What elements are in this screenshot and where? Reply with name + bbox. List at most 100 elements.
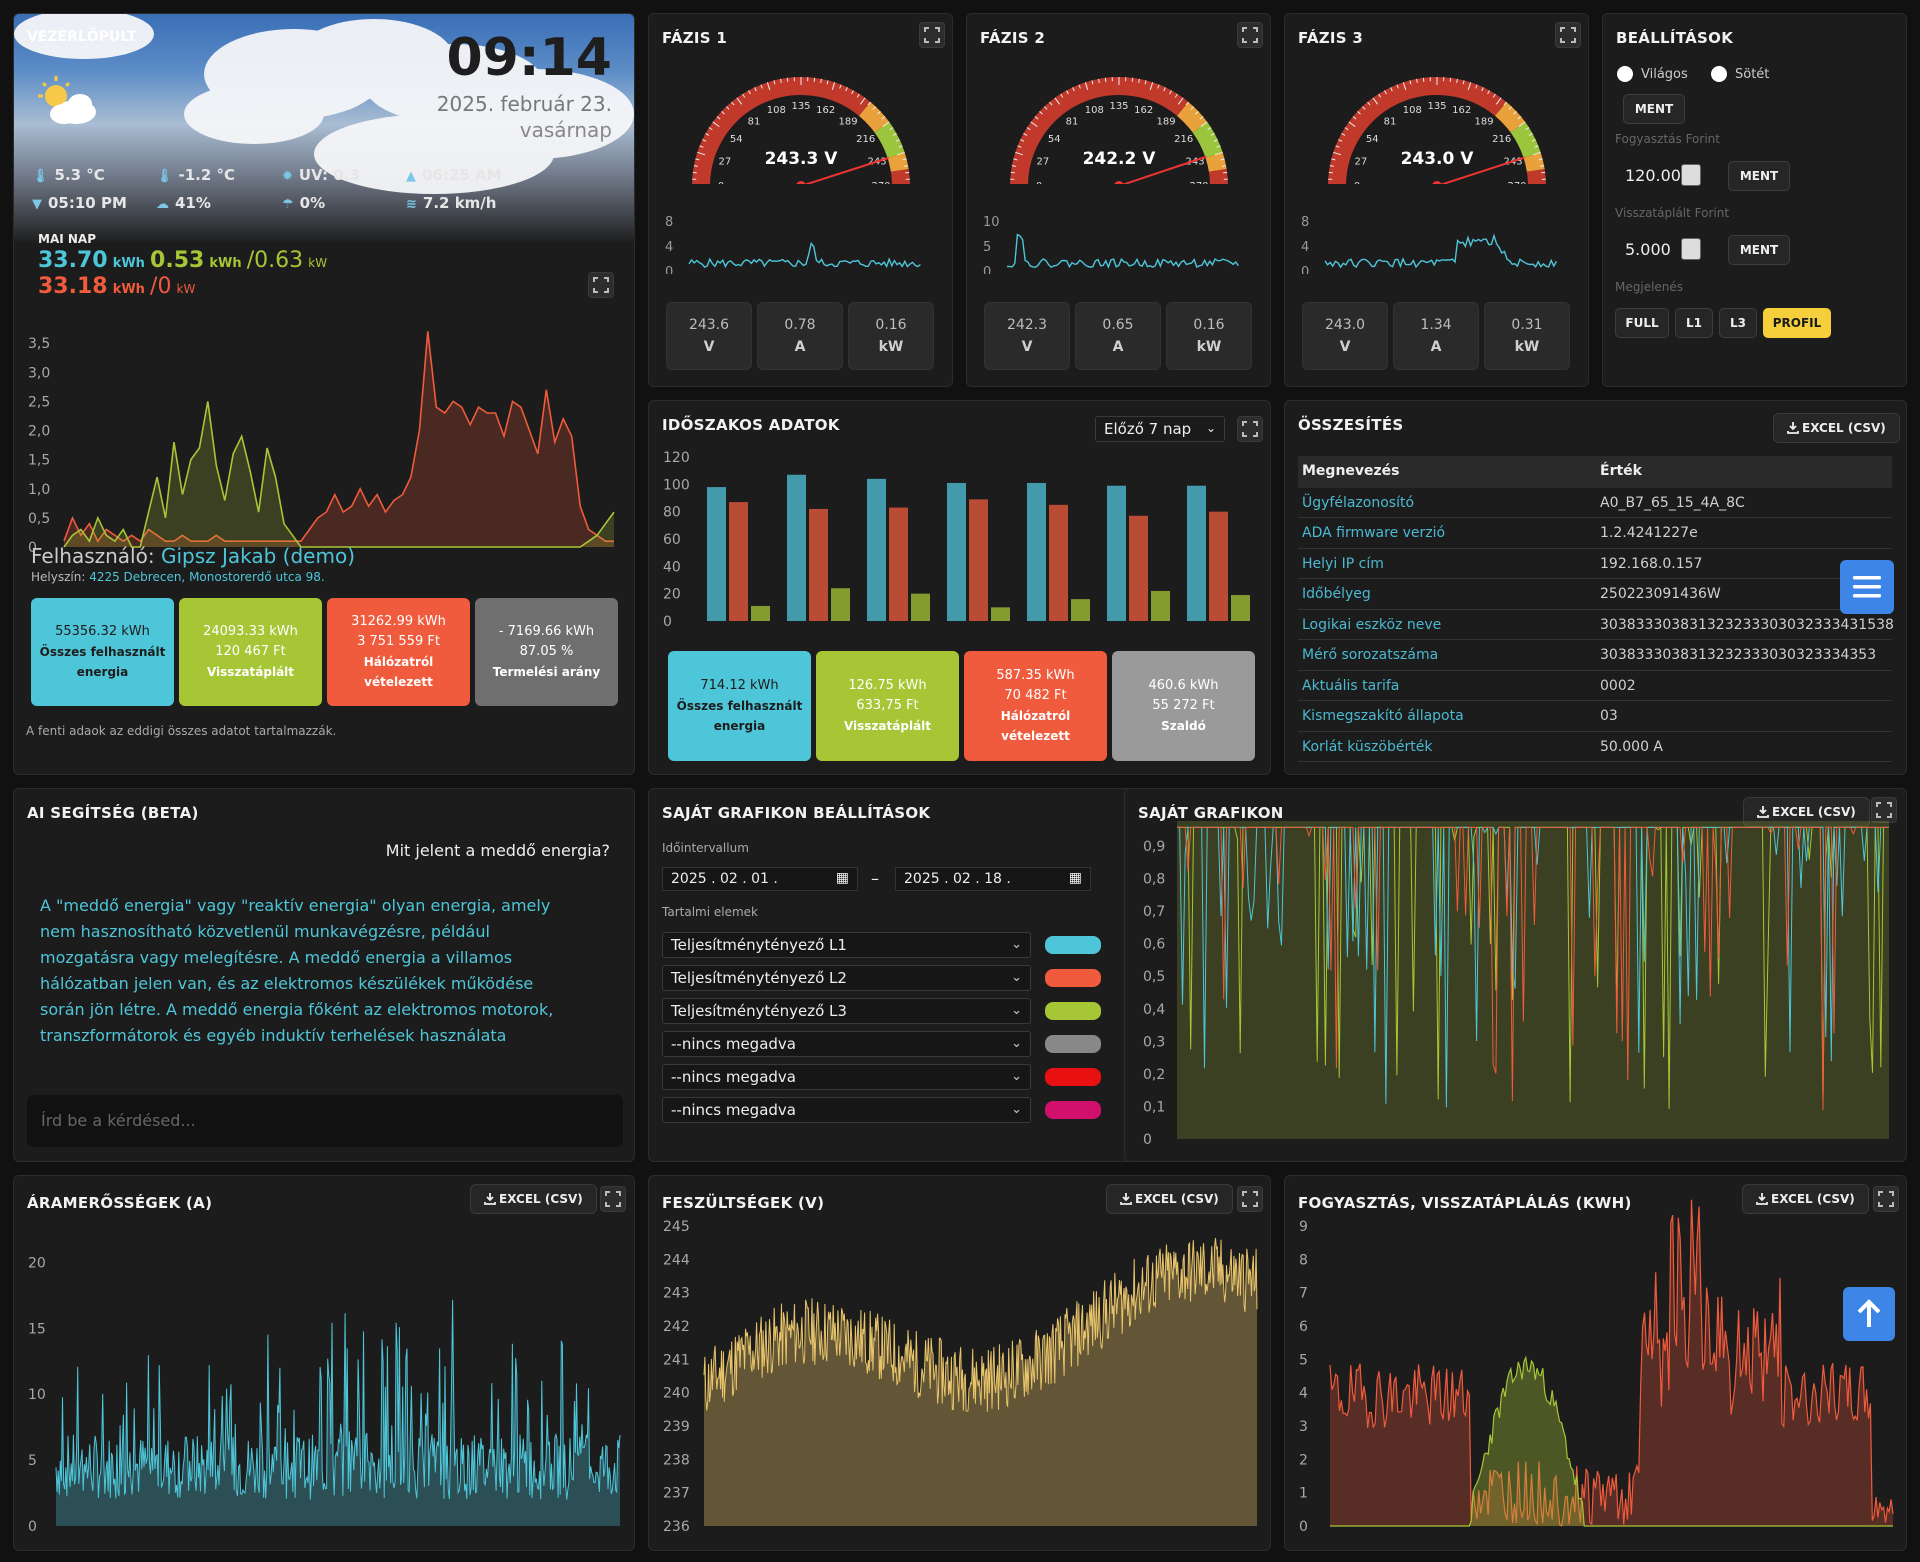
content-select[interactable]: Teljesítménytényező L1 ⌄ (662, 932, 1031, 958)
fullscreen-button[interactable] (919, 22, 945, 48)
color-swatch[interactable] (1045, 1035, 1101, 1053)
content-select[interactable]: --nincs megadva ⌄ (662, 1064, 1031, 1090)
gauge-tick (1492, 93, 1496, 98)
stepper-icon[interactable] (1681, 164, 1701, 186)
gauge-tick (1335, 145, 1340, 148)
menu-button[interactable] (1840, 560, 1894, 614)
fullscreen-button[interactable] (1871, 797, 1897, 823)
clouds-illustration (14, 14, 634, 194)
calendar-icon[interactable]: ▦ (1068, 870, 1082, 886)
fullscreen-button[interactable] (1237, 22, 1263, 48)
date-from-input[interactable]: 2025 . 02 . 01 . ▦ (662, 867, 858, 891)
gauge-tick (1174, 93, 1178, 98)
voltages-chart: 236 237 238 239 240 241 242 243 244 245 (663, 1219, 1258, 1535)
gauge-tick (1207, 127, 1212, 131)
periodic-title: IDŐSZAKOS ADATOK (662, 416, 840, 434)
tile-label-2: vételezett (364, 675, 433, 689)
voltage-box: 242.3 V (984, 302, 1070, 370)
tile-label: Összes felhasznált (39, 645, 166, 659)
y-tick-label: 15 (28, 1321, 46, 1337)
tile-money: 633,75 Ft (856, 698, 919, 713)
gauge-tick (1091, 80, 1094, 85)
gauge-tick-label: 108 (1403, 105, 1422, 116)
y-tick-label: 6 (1299, 1319, 1308, 1335)
consumption-save-button[interactable]: MENT (1728, 161, 1790, 191)
power-value: 0.16 (875, 317, 907, 333)
download-icon (1757, 806, 1769, 818)
color-swatch[interactable] (1045, 936, 1101, 954)
fullscreen-button[interactable] (1555, 22, 1581, 48)
gauge-tick (1487, 90, 1490, 95)
row-key: Kismegszakító állapota (1302, 708, 1464, 724)
excel-export-button[interactable]: EXCEL (CSV) (1742, 1184, 1869, 1214)
consumption-price-input[interactable]: 120.000 (1615, 160, 1705, 190)
gauge-tick (742, 93, 746, 98)
y-tick-label: 0,4 (1143, 1002, 1165, 1018)
weather-banner (14, 14, 634, 244)
question-input[interactable]: Írd be a kérdésed... (27, 1095, 623, 1147)
gauge-tick (820, 78, 822, 83)
stepper-icon[interactable] (1681, 238, 1701, 260)
period-select[interactable]: Előző 7 nap ⌄ (1095, 416, 1225, 442)
y-tick-label: 40 (663, 559, 681, 575)
feed-price-input[interactable]: 5.000 (1615, 234, 1705, 264)
tile-value: 126.75 kWh (848, 678, 927, 693)
excel-export-button[interactable]: EXCEL (CSV) (1743, 797, 1870, 827)
user-name[interactable]: Gipsz Jakab (demo) (160, 544, 355, 568)
gauge-tick (1054, 97, 1061, 105)
date-to-input[interactable]: 2025 . 02 . 18 . ▦ (895, 867, 1091, 891)
voltages-title: FESZÜLTSÉGEK (V) (662, 1194, 825, 1212)
table-row: ADA firmware verzió 1.2.4241227e (1298, 519, 1892, 549)
display-l3-button[interactable]: L3 (1719, 308, 1757, 338)
today-power-fed-unit: kW (308, 256, 328, 270)
fullscreen-button[interactable] (600, 1186, 626, 1212)
gauge-tick-label: 81 (748, 116, 761, 127)
gauge-arc (1328, 77, 1507, 184)
gauge-arc (1192, 121, 1223, 159)
excel-export-button[interactable]: EXCEL (CSV) (1106, 1184, 1233, 1214)
series-line (63, 401, 615, 548)
y-tick-label: 2 (1299, 1452, 1308, 1468)
today-power-grid-unit: kW (176, 282, 196, 296)
fullscreen-button[interactable] (588, 272, 614, 298)
gauge-needle (1121, 155, 1207, 184)
excel-export-button[interactable]: EXCEL (CSV) (1773, 413, 1900, 443)
voltage-unit: V (703, 339, 715, 355)
dashboard-card: VEZÉRLŐPULT 09:14 2025. február 23. vasá… (13, 13, 635, 775)
feed-save-button[interactable]: MENT (1728, 235, 1790, 265)
theme-light-radio[interactable]: Világos (1617, 66, 1688, 82)
bar (1071, 599, 1090, 621)
content-select[interactable]: --nincs megadva ⌄ (662, 1097, 1031, 1123)
summary-card: ÖSSZESÍTÉS EXCEL (CSV) Megnevezés Érték … (1284, 400, 1907, 775)
display-l1-button[interactable]: L1 (1675, 308, 1713, 338)
fullscreen-button[interactable] (1873, 1186, 1899, 1212)
color-swatch[interactable] (1045, 1002, 1101, 1020)
content-select[interactable]: Teljesítménytényező L2 ⌄ (662, 965, 1031, 991)
gauge-value: 242.2 V (1083, 149, 1157, 169)
radio-label: Világos (1641, 66, 1688, 82)
bar (1129, 515, 1148, 621)
excel-export-button[interactable]: EXCEL (CSV) (470, 1184, 597, 1214)
series-line (1329, 1199, 1894, 1527)
column-header-name: Megnevezés (1302, 463, 1400, 479)
gauge-tick-label: 108 (1085, 105, 1104, 116)
gauge-arc (1510, 121, 1541, 159)
color-swatch[interactable] (1045, 969, 1101, 987)
theme-dark-radio[interactable]: Sötét (1711, 66, 1769, 82)
scroll-top-button[interactable] (1843, 1287, 1895, 1341)
display-profil-button[interactable]: PROFIL (1763, 308, 1831, 338)
gauge-tick (859, 97, 866, 105)
fullscreen-button[interactable] (1237, 1186, 1263, 1212)
bar (787, 474, 806, 621)
display-full-button[interactable]: FULL (1615, 308, 1669, 338)
series-line (55, 1299, 621, 1500)
color-swatch[interactable] (1045, 1068, 1101, 1086)
content-select[interactable]: Teljesítménytényező L3 ⌄ (662, 998, 1031, 1024)
theme-save-button[interactable]: MENT (1623, 94, 1685, 124)
content-select[interactable]: --nincs megadva ⌄ (662, 1031, 1031, 1057)
currents-card: ÁRAMERŐSSÉGEK (A) EXCEL (CSV) 0 5 10 15 20 (13, 1175, 635, 1551)
calendar-icon[interactable]: ▦ (835, 870, 849, 886)
gauge-tick (1214, 151, 1223, 156)
fullscreen-button[interactable] (1237, 416, 1263, 442)
color-swatch[interactable] (1045, 1101, 1101, 1119)
